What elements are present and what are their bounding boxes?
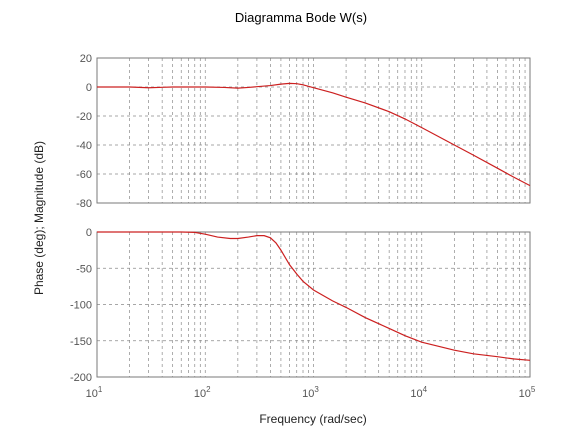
magnitude-axes-frame <box>96 57 531 204</box>
magnitude-y-ticks: 20 0 -20 -40 -60 -80 <box>76 53 92 210</box>
phase-y-ticks: 0 -50 -100 -150 -200 <box>70 227 92 384</box>
x-tick-label: 105 <box>519 385 536 400</box>
phase-gridlines <box>97 232 530 377</box>
phase-y-tick-label: -50 <box>76 263 92 275</box>
x-tick-label: 103 <box>302 385 319 400</box>
x-tick-label: 101 <box>86 385 103 400</box>
magnitude-y-tick-label: -60 <box>76 169 92 181</box>
magnitude-panel: 20 0 -20 -40 -60 -80 <box>76 53 531 210</box>
magnitude-y-tick-label: -20 <box>76 111 92 123</box>
magnitude-y-tick-label: 20 <box>80 53 92 65</box>
phase-axes-frame <box>96 231 531 378</box>
magnitude-y-tick-label: 0 <box>86 82 92 94</box>
magnitude-curve <box>97 82 531 187</box>
phase-curve <box>97 231 531 361</box>
x-axis-label: Frequency (rad/sec) <box>259 412 366 426</box>
magnitude-gridlines <box>97 58 530 203</box>
phase-panel: 0 -50 -100 -150 -200 101 102 103 104 105 <box>70 227 536 400</box>
x-tick-label: 104 <box>410 385 427 400</box>
x-tick-label: 102 <box>194 385 211 400</box>
phase-y-tick-label: -150 <box>70 336 92 348</box>
phase-y-tick-label: -200 <box>70 372 92 384</box>
magnitude-y-tick-label: -80 <box>76 198 92 210</box>
chart-title: Diagramma Bode W(s) <box>235 10 367 25</box>
phase-y-tick-label: -100 <box>70 300 92 312</box>
phase-x-ticks: 101 102 103 104 105 <box>86 385 536 400</box>
y-axis-label: Phase (deg); Magnitude (dB) <box>32 141 46 295</box>
magnitude-y-tick-label: -40 <box>76 140 92 152</box>
phase-y-tick-label: 0 <box>86 227 92 239</box>
